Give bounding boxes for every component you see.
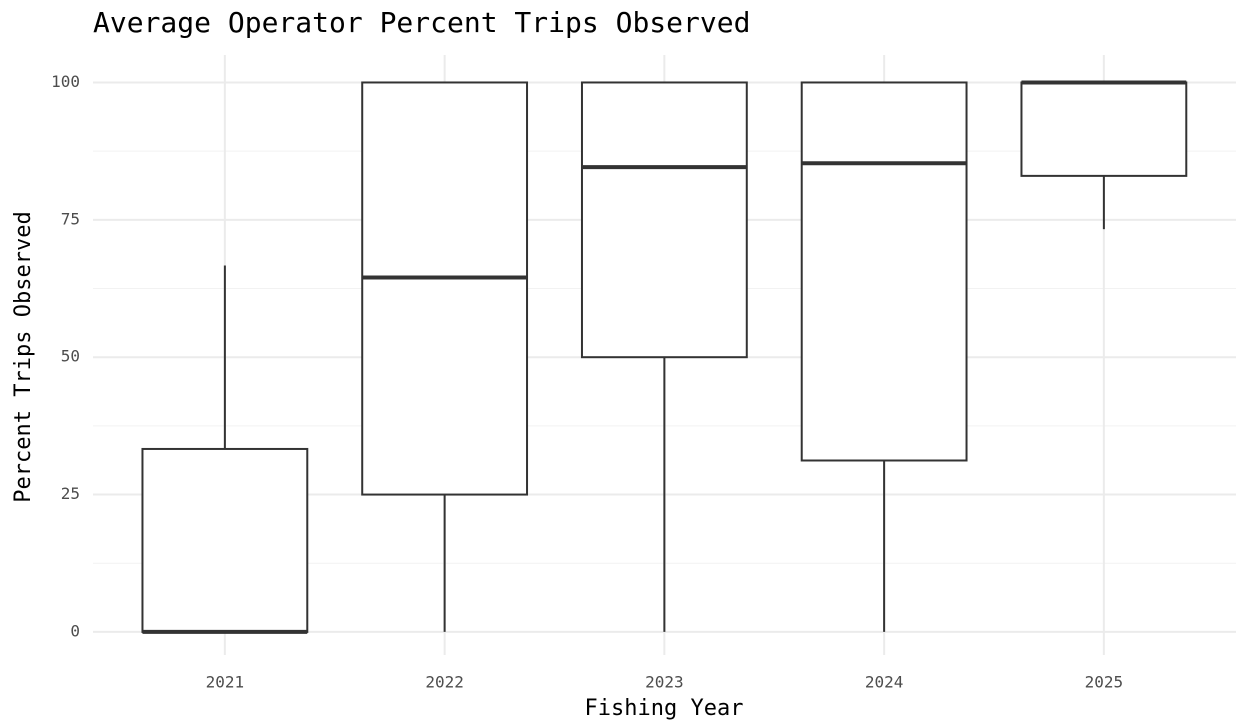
y-tick-label: 0	[70, 621, 80, 640]
x-tick-label: 2021	[206, 673, 245, 692]
box	[141, 447, 309, 633]
x-axis-title: Fishing Year	[585, 696, 744, 721]
box	[1020, 81, 1188, 177]
box	[580, 81, 748, 359]
y-tick-label: 50	[61, 347, 80, 366]
x-tick-label: 2023	[645, 673, 684, 692]
x-tick-label: 2022	[425, 673, 464, 692]
y-axis-title: Percent Trips Observed	[11, 211, 36, 502]
x-tick-label: 2025	[1085, 673, 1124, 692]
chart-title: Average Operator Percent Trips Observed	[93, 6, 750, 39]
y-tick-label: 75	[61, 209, 80, 228]
x-tick-label: 2024	[865, 673, 904, 692]
y-tick-label: 25	[61, 484, 80, 503]
box	[800, 81, 968, 462]
y-tick-label: 100	[51, 72, 80, 91]
box	[361, 81, 529, 496]
